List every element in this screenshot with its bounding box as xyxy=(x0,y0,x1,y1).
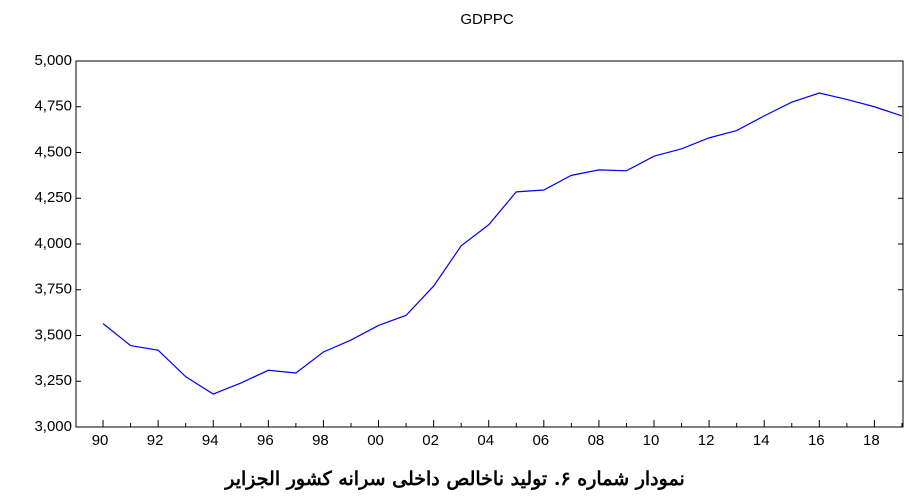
x-tick-label: 08 xyxy=(588,432,605,449)
x-tick-label: 00 xyxy=(367,432,384,449)
x-tick-label: 02 xyxy=(422,432,439,449)
y-tick-label: 4,750 xyxy=(34,98,72,115)
x-tick-label: 90 xyxy=(92,432,109,449)
x-tick-label: 14 xyxy=(753,432,770,449)
caption: نمودار شماره ۶. تولید ناخالص داخلی سرانه… xyxy=(223,468,684,490)
x-tick-label: 16 xyxy=(808,432,825,449)
x-tick-label: 18 xyxy=(863,432,880,449)
chart-title: GDPPC xyxy=(460,11,514,28)
x-tick-label: 92 xyxy=(147,432,164,449)
y-tick-label: 4,000 xyxy=(34,235,72,252)
x-tick-label: 10 xyxy=(643,432,660,449)
y-tick-label: 3,000 xyxy=(34,418,72,435)
y-tick-label: 4,500 xyxy=(34,143,72,160)
y-tick-label: 3,750 xyxy=(34,281,72,298)
y-tick-label: 3,500 xyxy=(34,326,72,343)
data-line xyxy=(102,92,903,395)
x-tick-label: 04 xyxy=(477,432,494,449)
y-tick-label: 4,250 xyxy=(34,189,72,206)
y-tick-label: 5,000 xyxy=(34,52,72,69)
x-tick-label: 96 xyxy=(257,432,274,449)
x-tick-label: 06 xyxy=(532,432,549,449)
x-tick-label: 98 xyxy=(312,432,329,449)
x-tick-label: 94 xyxy=(202,432,219,449)
x-tick-label: 12 xyxy=(698,432,715,449)
y-tick-label: 3,250 xyxy=(34,372,72,389)
